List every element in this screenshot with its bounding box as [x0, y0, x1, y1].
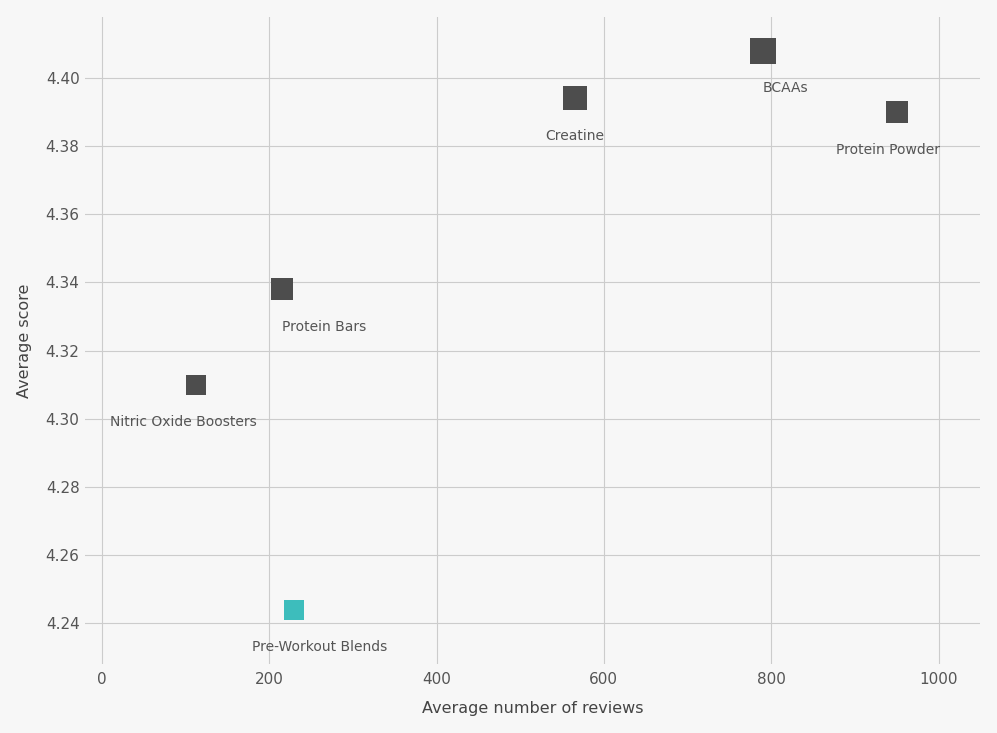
Point	[566, 92, 582, 104]
Text: Pre-Workout Blends: Pre-Workout Blends	[252, 640, 388, 655]
Y-axis label: Average score: Average score	[17, 283, 32, 397]
Point	[274, 284, 290, 295]
Text: BCAAs: BCAAs	[763, 81, 809, 95]
Point	[755, 45, 771, 56]
Point	[187, 379, 203, 391]
Point	[888, 106, 904, 118]
Point	[286, 604, 302, 616]
Text: Nitric Oxide Boosters: Nitric Oxide Boosters	[111, 416, 257, 430]
Text: Protein Bars: Protein Bars	[282, 320, 366, 334]
Text: Protein Powder: Protein Powder	[836, 143, 940, 157]
Text: Creatine: Creatine	[545, 129, 604, 143]
X-axis label: Average number of reviews: Average number of reviews	[422, 701, 643, 716]
